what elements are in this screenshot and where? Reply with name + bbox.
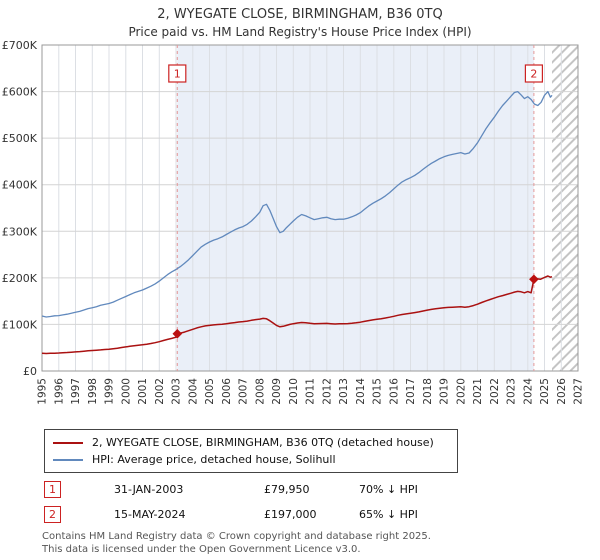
svg-text:£500K: £500K xyxy=(2,132,38,145)
legend-item-hpi: HPI: Average price, detached house, Soli… xyxy=(53,451,449,468)
sale-1-flag-number: 1 xyxy=(174,68,181,81)
hpi-line xyxy=(41,90,553,318)
legend-property-label: 2, WYEGATE CLOSE, BIRMINGHAM, B36 0TQ (d… xyxy=(92,436,434,449)
license-footer: Contains HM Land Registry data © Crown c… xyxy=(42,531,600,556)
sale-2-date: 15-MAY-2024 xyxy=(114,508,186,521)
svg-text:2009: 2009 xyxy=(271,378,283,405)
svg-text:£100K: £100K xyxy=(2,318,38,331)
page-title: 2, WYEGATE CLOSE, BIRMINGHAM, B36 0TQ xyxy=(157,7,443,22)
svg-text:2026: 2026 xyxy=(556,378,568,405)
chart-legend: 2, WYEGATE CLOSE, BIRMINGHAM, B36 0TQ (d… xyxy=(44,429,458,473)
footer-line-2: This data is licensed under the Open Gov… xyxy=(42,543,361,555)
svg-text:2002: 2002 xyxy=(154,378,166,405)
sale-1-vs-hpi: 70% ↓ HPI xyxy=(359,483,418,496)
svg-text:2020: 2020 xyxy=(455,378,467,405)
sale-1-flag-box xyxy=(168,64,187,83)
svg-text:£400K: £400K xyxy=(2,179,38,192)
svg-text:1999: 1999 xyxy=(104,378,116,405)
svg-text:2003: 2003 xyxy=(171,378,183,405)
svg-text:2015: 2015 xyxy=(372,378,384,405)
svg-text:2021: 2021 xyxy=(472,378,484,405)
svg-text:2024: 2024 xyxy=(522,378,534,405)
svg-text:2027: 2027 xyxy=(573,378,585,405)
svg-text:2022: 2022 xyxy=(489,378,501,405)
svg-text:2007: 2007 xyxy=(238,378,250,405)
svg-text:2019: 2019 xyxy=(439,378,451,405)
svg-text:2008: 2008 xyxy=(254,378,266,405)
svg-text:2010: 2010 xyxy=(288,378,300,405)
hpi-line-swatch xyxy=(53,458,83,461)
svg-text:2000: 2000 xyxy=(120,378,132,405)
svg-text:£700K: £700K xyxy=(2,39,38,52)
svg-text:1998: 1998 xyxy=(87,378,99,405)
svg-text:2018: 2018 xyxy=(422,378,434,405)
svg-text:2001: 2001 xyxy=(137,378,149,405)
legend-hpi-label: HPI: Average price, detached house, Soli… xyxy=(92,453,336,466)
svg-text:2016: 2016 xyxy=(388,378,400,405)
svg-text:2004: 2004 xyxy=(187,378,199,405)
sale-annotation-1: 1 31-JAN-2003 £79,950 70% ↓ HPI xyxy=(44,481,600,498)
sale-2-flag-number: 2 xyxy=(530,68,537,81)
svg-text:2011: 2011 xyxy=(305,378,317,405)
page-subtitle: Price paid vs. HM Land Registry's House … xyxy=(128,25,472,39)
property-line-swatch xyxy=(53,441,83,444)
svg-text:£600K: £600K xyxy=(2,86,38,99)
sale-1-number-badge: 1 xyxy=(44,481,61,498)
svg-text:£0: £0 xyxy=(23,365,37,378)
svg-text:2025: 2025 xyxy=(539,378,551,405)
svg-text:2017: 2017 xyxy=(405,378,417,405)
svg-text:1995: 1995 xyxy=(37,378,49,405)
footer-line-1: Contains HM Land Registry data © Crown c… xyxy=(42,531,431,542)
svg-text:1997: 1997 xyxy=(70,378,82,405)
svg-text:2005: 2005 xyxy=(204,378,216,405)
svg-text:2013: 2013 xyxy=(338,378,350,405)
price-chart: 1 2 £0 £100K £200K £300K £400K £500K £600K £700K 1… xyxy=(2,39,585,405)
svg-text:2006: 2006 xyxy=(221,378,233,405)
sale-1-price: £79,950 xyxy=(264,483,310,496)
sale-2-number-badge: 2 xyxy=(44,506,61,523)
svg-text:2014: 2014 xyxy=(355,378,367,405)
sale-2-price: £197,000 xyxy=(264,508,317,521)
svg-text:£200K: £200K xyxy=(2,272,38,285)
sale-2-flag-box xyxy=(524,64,544,83)
svg-text:1996: 1996 xyxy=(53,378,65,405)
sale-1-date: 31-JAN-2003 xyxy=(114,483,184,496)
svg-text:2012: 2012 xyxy=(321,378,333,405)
svg-text:£300K: £300K xyxy=(2,225,38,238)
legend-item-property: 2, WYEGATE CLOSE, BIRMINGHAM, B36 0TQ (d… xyxy=(53,434,449,451)
svg-text:2023: 2023 xyxy=(506,378,518,405)
property-price-line xyxy=(41,275,553,355)
sale-annotation-2: 2 15-MAY-2024 £197,000 65% ↓ HPI xyxy=(44,506,600,523)
sale-2-vs-hpi: 65% ↓ HPI xyxy=(359,508,418,521)
